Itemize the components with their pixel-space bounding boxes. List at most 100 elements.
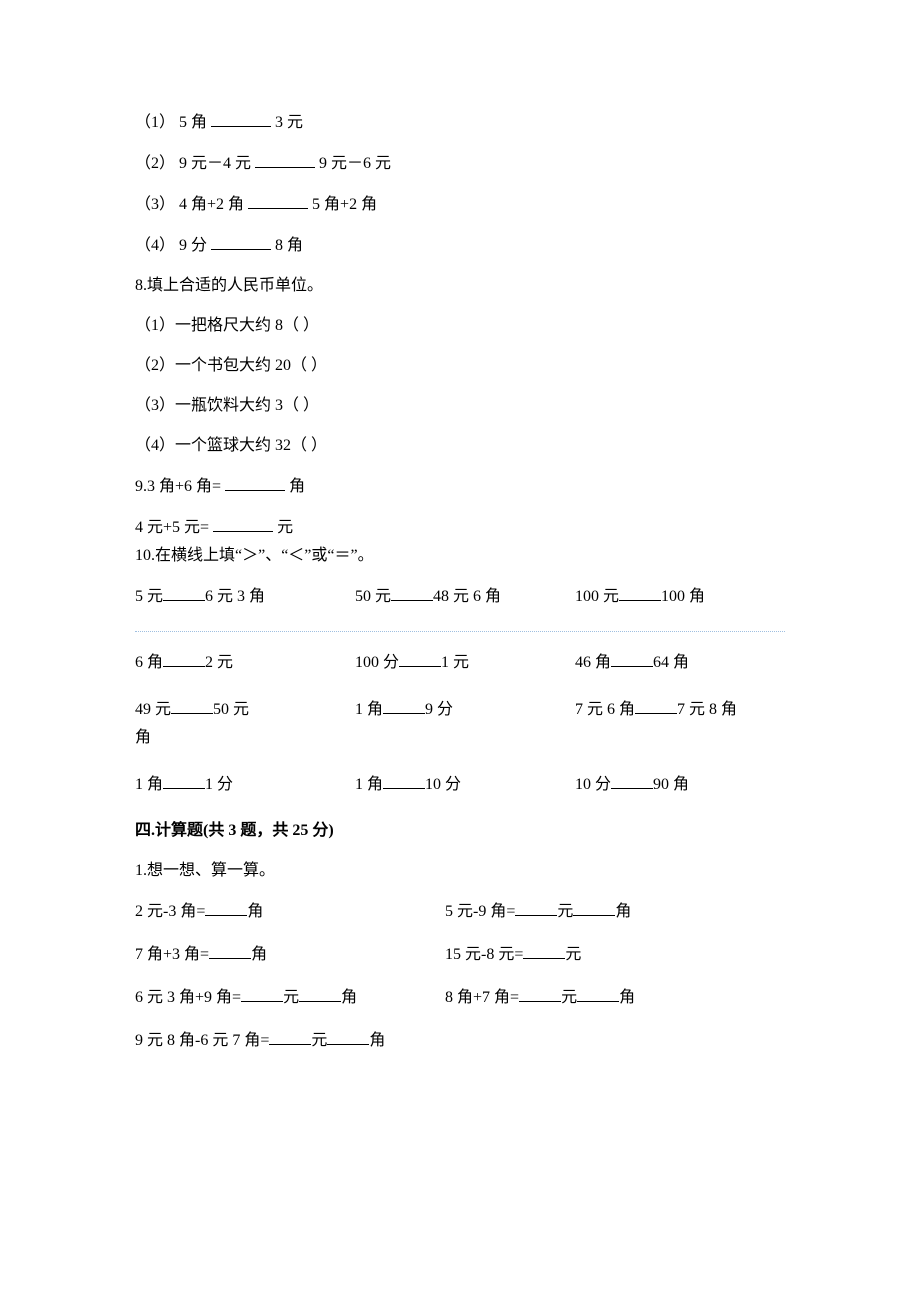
q10-cell: 6 角2 元	[135, 650, 355, 675]
blank[interactable]	[248, 192, 308, 209]
calc-tail: 角	[341, 989, 357, 1006]
q10-row: 5 元6 元 3 角 50 元48 元 6 角 100 元100 角	[135, 584, 785, 609]
blank[interactable]	[519, 985, 561, 1002]
q7-item: （2） 9 元－4 元 9 元－6 元	[135, 151, 785, 176]
cmp-left: 100 分	[355, 654, 399, 671]
cmp-left: 100 元	[575, 588, 619, 605]
blank[interactable]	[225, 474, 285, 491]
cmp-right: 90 角	[653, 776, 689, 793]
cmp-right: 9 分	[425, 701, 453, 718]
q7-item-left: 9 元－4 元	[179, 155, 251, 172]
section4-q1-title: 1.想一想、算一算。	[135, 859, 785, 883]
blank[interactable]	[163, 584, 205, 601]
q9-line2-suffix: 元	[277, 519, 293, 536]
calc-expr: 2 元-3 角=	[135, 903, 205, 920]
cmp-left: 1 角	[135, 776, 163, 793]
q10-title: 10.在横线上填“＞”、“＜”或“＝”。	[135, 544, 785, 568]
blank[interactable]	[163, 650, 205, 667]
calc-left: 2 元-3 角=角	[135, 899, 445, 924]
blank[interactable]	[523, 942, 565, 959]
q10-cell: 50 元48 元 6 角	[355, 584, 575, 609]
q8-item: （3）一瓶饮料大约 3（ ）	[135, 394, 785, 418]
blank[interactable]	[269, 1028, 311, 1045]
blank[interactable]	[211, 110, 271, 127]
q10-row: 49 元50 元 1 角9 分 7 元 6 角7 元 8 角	[135, 697, 785, 722]
blank[interactable]	[391, 584, 433, 601]
q7-item-left: 5 角	[179, 114, 207, 131]
q9-line2-prefix: 4 元+5 元=	[135, 519, 209, 536]
cmp-left: 1 角	[355, 701, 383, 718]
blank[interactable]	[299, 985, 341, 1002]
q7-item-num: （2）	[135, 155, 175, 172]
calc-left: 9 元 8 角-6 元 7 角=元角	[135, 1028, 445, 1053]
calc-tail: 角	[615, 903, 631, 920]
blank[interactable]	[611, 772, 653, 789]
q10-wrap-tail: 角	[135, 726, 785, 750]
q10-cell: 5 元6 元 3 角	[135, 584, 355, 609]
cmp-left: 10 分	[575, 776, 611, 793]
q10-row: 1 角1 分 1 角10 分 10 分90 角	[135, 772, 785, 797]
q7-item-right: 5 角+2 角	[312, 196, 377, 213]
q10-cell: 1 角10 分	[355, 772, 575, 797]
q7-item-right: 9 元－6 元	[319, 155, 391, 172]
blank[interactable]	[619, 584, 661, 601]
q7-group: （1） 5 角 3 元 （2） 9 元－4 元 9 元－6 元 （3） 4 角+…	[135, 110, 785, 258]
q7-item-left: 9 分	[179, 237, 207, 254]
blank[interactable]	[241, 985, 283, 1002]
blank[interactable]	[577, 985, 619, 1002]
cmp-right: 50 元	[213, 701, 249, 718]
calc-right: 8 角+7 角=元角	[445, 985, 785, 1010]
cmp-left: 7 元 6 角	[575, 701, 635, 718]
blank[interactable]	[383, 772, 425, 789]
blank[interactable]	[635, 697, 677, 714]
blank[interactable]	[171, 697, 213, 714]
blank[interactable]	[213, 515, 273, 532]
blank[interactable]	[205, 899, 247, 916]
section4-heading: 四.计算题(共 3 题，共 25 分)	[135, 819, 785, 843]
blank[interactable]	[209, 942, 251, 959]
q10-row: 6 角2 元 100 分 1 元 46 角64 角	[135, 650, 785, 675]
cmp-left: 6 角	[135, 654, 163, 671]
q7-item-left: 4 角+2 角	[179, 196, 244, 213]
calc-right-empty	[445, 1028, 785, 1053]
cmp-right: 10 分	[425, 776, 461, 793]
cmp-right: 1 元	[441, 654, 469, 671]
cmp-right: 64 角	[653, 654, 689, 671]
q9-line2: 4 元+5 元= 元	[135, 515, 785, 540]
q8-item: （2）一个书包大约 20（ ）	[135, 354, 785, 378]
q8-title: 8.填上合适的人民币单位。	[135, 274, 785, 298]
q7-item-right: 3 元	[275, 114, 303, 131]
blank[interactable]	[399, 650, 441, 667]
blank[interactable]	[515, 899, 557, 916]
calc-tail: 元	[557, 903, 573, 920]
q7-item-num: （4）	[135, 237, 175, 254]
blank[interactable]	[383, 697, 425, 714]
blank[interactable]	[573, 899, 615, 916]
q10-cell: 46 角64 角	[575, 650, 785, 675]
calc-left: 7 角+3 角=角	[135, 942, 445, 967]
q7-item-num: （3）	[135, 196, 175, 213]
calc-expr: 6 元 3 角+9 角=	[135, 989, 241, 1006]
q10-cell: 49 元 50 元	[135, 697, 355, 722]
calc-right: 15 元-8 元=元	[445, 942, 785, 967]
blank[interactable]	[255, 151, 315, 168]
blank[interactable]	[327, 1028, 369, 1045]
q7-item: （4） 9 分 8 角	[135, 233, 785, 258]
q10-cell: 100 分 1 元	[355, 650, 575, 675]
calc-right: 5 元-9 角=元角	[445, 899, 785, 924]
calc-tail: 角	[251, 946, 267, 963]
q9-line1: 9.3 角+6 角= 角	[135, 474, 785, 499]
q7-item: （3） 4 角+2 角 5 角+2 角	[135, 192, 785, 217]
q8-item: （4）一个篮球大约 32（ ）	[135, 434, 785, 458]
calc-tail: 元	[565, 946, 581, 963]
q9-line1-suffix: 角	[289, 478, 305, 495]
q7-item: （1） 5 角 3 元	[135, 110, 785, 135]
cmp-left: 50 元	[355, 588, 391, 605]
blank[interactable]	[163, 772, 205, 789]
calc-row: 9 元 8 角-6 元 7 角=元角	[135, 1028, 785, 1053]
q10-cell: 1 角1 分	[135, 772, 355, 797]
blank[interactable]	[611, 650, 653, 667]
blank[interactable]	[211, 233, 271, 250]
cmp-left: 49 元	[135, 701, 171, 718]
calc-row: 6 元 3 角+9 角=元角 8 角+7 角=元角	[135, 985, 785, 1010]
